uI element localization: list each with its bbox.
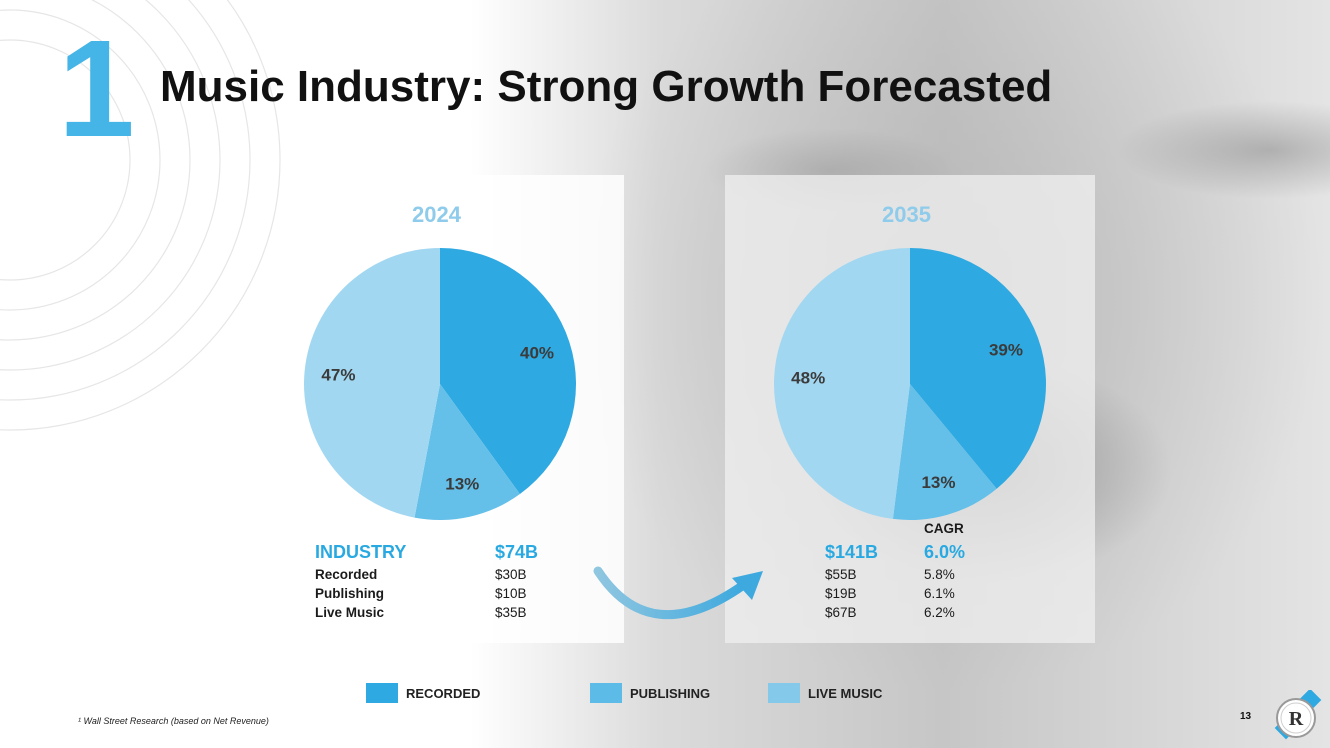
pie-chart-2024: 40% 13% 47% xyxy=(303,248,576,520)
legend-swatch xyxy=(768,683,800,703)
legend-label: PUBLISHING xyxy=(630,685,711,701)
page-title: Music Industry: Strong Growth Forecasted xyxy=(160,62,1053,111)
legend-swatch xyxy=(590,683,622,703)
recorded-2035: $55B xyxy=(825,567,857,582)
pie-label-recorded: 40% xyxy=(520,343,554,362)
publishing-2035: $19B xyxy=(825,586,857,601)
pie-label-live-music: 47% xyxy=(321,365,355,384)
section-number: 1 xyxy=(58,12,135,166)
pie-slice-recorded xyxy=(910,248,1046,489)
pie-slice-live-music xyxy=(303,248,440,518)
live-music-cagr: 6.2% xyxy=(924,605,955,620)
row-label-live-music: Live Music xyxy=(315,605,385,620)
pie-slice-live-music xyxy=(773,248,910,519)
total-2024: $74B xyxy=(495,542,539,562)
company-logo-icon: R xyxy=(1274,690,1322,740)
chart-title-2024: 2024 xyxy=(412,202,461,227)
total-cagr: 6.0% xyxy=(924,542,966,562)
growth-arrow-icon xyxy=(593,566,763,620)
cagr-header: CAGR xyxy=(924,521,964,536)
pie-slice-publishing xyxy=(892,384,997,520)
live-music-2035: $67B xyxy=(825,605,857,620)
pie-chart-2035: 39% 13% 48% xyxy=(773,248,1046,520)
chart-title-2035: 2035 xyxy=(882,202,931,227)
legend-label: LIVE MUSIC xyxy=(808,685,883,701)
publishing-2024: $10B xyxy=(495,586,527,601)
industry-label: INDUSTRY xyxy=(315,542,407,562)
row-label-publishing: Publishing xyxy=(315,586,384,601)
publishing-cagr: 6.1% xyxy=(924,586,955,601)
pie-label-publishing: 13% xyxy=(921,473,955,492)
recorded-2024: $30B xyxy=(495,567,527,582)
legend-label: RECORDED xyxy=(406,685,481,701)
recorded-cagr: 5.8% xyxy=(924,567,955,582)
legend-item-publishing: PUBLISHING xyxy=(590,683,710,703)
pie-slice-publishing xyxy=(414,384,520,520)
pie-label-publishing: 13% xyxy=(445,475,479,494)
decorative-rings xyxy=(0,0,281,431)
pie-label-live-music: 48% xyxy=(791,369,825,388)
legend-swatch xyxy=(366,683,398,703)
page-number: 13 xyxy=(1240,711,1252,722)
pie-label-recorded: 39% xyxy=(989,340,1023,359)
pie-slice-recorded xyxy=(440,248,576,495)
total-2035: $141B xyxy=(825,542,879,562)
row-label-recorded: Recorded xyxy=(315,567,378,582)
legend-item-live-music: LIVE MUSIC xyxy=(768,683,882,703)
live-music-2024: $35B xyxy=(495,605,527,620)
footnote: ¹ Wall Street Research (based on Net Rev… xyxy=(78,716,269,726)
logo-letter: R xyxy=(1289,708,1304,730)
legend-item-recorded: RECORDED xyxy=(366,683,480,703)
